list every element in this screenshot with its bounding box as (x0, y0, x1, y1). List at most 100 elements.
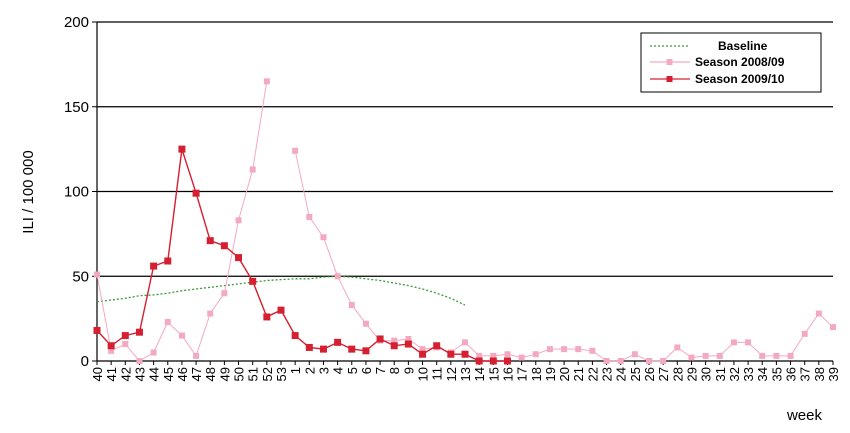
x-tick-label: 45 (161, 367, 176, 381)
data-point-season-2008-09 (815, 310, 822, 317)
x-tick-label: 37 (798, 367, 813, 381)
x-tick-label: 10 (416, 367, 431, 381)
data-point-season-2008-09 (773, 352, 780, 359)
x-tick-label: 53 (274, 367, 289, 381)
x-tick-label: 41 (104, 367, 119, 381)
series-line-baseline (96, 275, 466, 306)
data-point-season-2009-10 (419, 350, 427, 358)
x-tick-label: 3 (316, 367, 331, 374)
data-point-season-2009-10 (447, 350, 455, 358)
data-point-season-2008-09 (830, 324, 836, 331)
data-point-season-2008-09 (702, 352, 709, 359)
legend-label-baseline: Baseline (718, 39, 768, 53)
x-tick-label: 35 (769, 367, 784, 381)
y-tick-label: 100 (64, 184, 89, 201)
y-tick-label: 50 (72, 268, 89, 285)
data-point-season-2008-09 (362, 320, 369, 327)
x-tick-label: 19 (543, 367, 558, 381)
data-point-season-2008-09 (759, 352, 766, 359)
data-point-season-2009-10 (192, 189, 200, 197)
x-tick-label: 33 (741, 367, 756, 381)
series-season-2008-09 (94, 78, 836, 364)
data-point-season-2009-10 (178, 145, 186, 153)
data-point-season-2008-09 (122, 341, 129, 348)
y-tick-label: 200 (64, 14, 89, 31)
data-point-season-2009-10 (475, 357, 483, 365)
x-tick-label: 36 (784, 367, 799, 381)
x-tick-label: 40 (90, 367, 105, 381)
data-point-season-2008-09 (263, 78, 270, 85)
data-point-season-2008-09 (631, 351, 638, 358)
data-point-season-2008-09 (334, 273, 341, 280)
data-point-season-2008-09 (646, 358, 652, 364)
data-point-season-2009-10 (220, 242, 228, 250)
x-tick-label: 25 (628, 367, 643, 381)
series-line-season-2009-10 (96, 148, 508, 362)
grid-lines (97, 21, 833, 277)
x-tick-label: 7 (373, 367, 388, 374)
data-point-season-2009-10 (249, 277, 257, 285)
x-tick-label: 11 (430, 367, 445, 381)
x-tick-label: 16 (500, 367, 515, 381)
x-tick-label: 51 (246, 367, 261, 381)
data-point-season-2009-10 (390, 342, 398, 350)
x-tick-label: 5 (345, 367, 360, 374)
data-point-season-2008-09 (221, 290, 228, 297)
x-tick-label: 44 (147, 367, 162, 381)
x-tick-label: 23 (600, 367, 615, 381)
data-point-season-2008-09 (561, 346, 568, 353)
data-point-season-2009-10 (93, 326, 101, 334)
legend-label-season-2009-10: Season 2009/10 (695, 72, 785, 86)
data-point-season-2008-09 (419, 346, 426, 353)
x-tick-label: 32 (727, 367, 742, 381)
x-tick-label: 39 (826, 367, 841, 381)
x-tick-label: 48 (203, 367, 218, 381)
x-tick-label: 49 (217, 367, 232, 381)
data-point-season-2008-09 (603, 358, 610, 364)
x-tick-label: 31 (713, 367, 728, 381)
data-point-season-2008-09 (660, 358, 667, 364)
x-tick-label: 46 (175, 367, 190, 381)
data-point-season-2008-09 (504, 351, 511, 358)
series-layer (93, 78, 836, 365)
x-tick-label: 34 (755, 367, 770, 381)
data-point-season-2008-09 (787, 352, 794, 359)
data-point-season-2008-09 (617, 358, 624, 364)
x-tick-label: 50 (232, 367, 247, 381)
data-point-season-2008-09 (476, 352, 483, 359)
data-point-season-2008-09 (532, 351, 539, 358)
x-tick-label: 27 (656, 367, 671, 381)
x-tick-label: 18 (529, 367, 544, 381)
data-point-season-2009-10 (107, 342, 115, 350)
x-tick-label: 24 (614, 367, 629, 381)
data-point-season-2008-09 (94, 271, 100, 278)
data-point-season-2009-10 (291, 332, 299, 340)
x-tick-label: 43 (132, 367, 147, 381)
data-point-season-2008-09 (348, 302, 355, 309)
data-point-season-2008-09 (589, 347, 596, 354)
x-tick-label: 2 (302, 367, 317, 374)
legend-label-season-2008-09: Season 2008/09 (695, 55, 785, 69)
series-line-season-2008-09 (294, 150, 834, 362)
data-point-season-2009-10 (206, 237, 214, 245)
x-tick-label: 21 (571, 367, 586, 381)
data-point-season-2008-09 (391, 337, 398, 344)
data-point-season-2008-09 (716, 352, 723, 359)
data-point-season-2008-09 (249, 166, 256, 173)
data-point-season-2008-09 (193, 352, 200, 359)
data-point-season-2009-10 (461, 350, 469, 358)
x-axis-label: week (786, 407, 823, 424)
x-tick-label: 22 (585, 367, 600, 381)
data-point-season-2009-10 (150, 262, 158, 270)
data-point-season-2008-09 (108, 347, 115, 354)
data-point-season-2008-09 (546, 346, 553, 353)
data-point-season-2009-10 (348, 345, 356, 353)
data-point-season-2009-10 (334, 338, 342, 346)
x-tick-label: 6 (359, 367, 374, 374)
data-point-season-2008-09 (306, 213, 313, 220)
legend-marker-season-2009-10 (666, 76, 673, 82)
data-point-season-2008-09 (136, 358, 143, 364)
data-point-season-2008-09 (745, 339, 752, 346)
x-tick-label: 26 (642, 367, 657, 381)
